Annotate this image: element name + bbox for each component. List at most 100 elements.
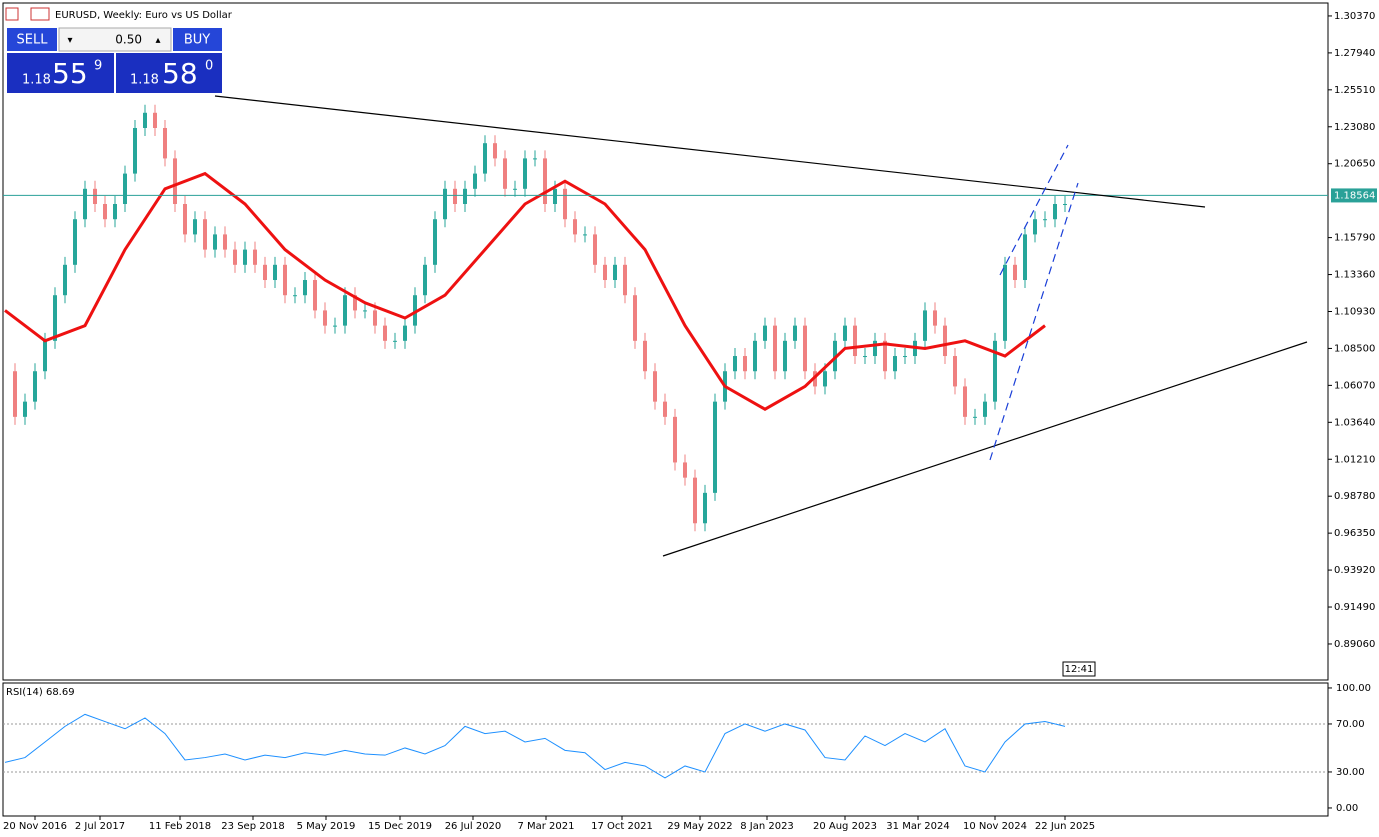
channel-line: [999, 144, 1069, 276]
candle: [453, 188, 457, 205]
y-tick-label: 1.23080: [1334, 122, 1375, 133]
y-tick-label: 0.93920: [1334, 565, 1375, 576]
bid-box[interactable]: [7, 53, 114, 93]
candle: [973, 416, 977, 418]
trend-line: [662, 341, 1308, 557]
candle: [293, 295, 297, 297]
x-tick-label: 2 Jul 2017: [75, 821, 125, 832]
candle: [583, 234, 587, 236]
candle: [43, 340, 47, 372]
down-arrow[interactable]: ▾: [67, 35, 72, 46]
buy-label[interactable]: BUY: [184, 33, 210, 48]
candle: [423, 264, 427, 296]
bid-big: 1.18: [22, 73, 51, 88]
price-tag: [1331, 188, 1377, 203]
candle: [173, 158, 177, 205]
candle: [183, 204, 187, 235]
candle: [513, 188, 517, 190]
candle: [373, 310, 377, 326]
time-label: 12:41: [1065, 664, 1094, 675]
candle: [33, 371, 37, 402]
candle: [303, 280, 307, 296]
icon: [5, 7, 19, 21]
candle: [1063, 204, 1067, 206]
x-tick-label: 17 Oct 2021: [591, 821, 653, 832]
candle: [473, 173, 477, 189]
candle: [203, 219, 207, 250]
rsi-pane: [2, 682, 1329, 817]
candle: [573, 219, 577, 235]
candle: [693, 477, 697, 524]
candle: [123, 173, 127, 205]
candle: [333, 325, 337, 327]
candle: [393, 340, 397, 342]
x-tick-label: 7 Mar 2021: [517, 821, 574, 832]
rsi-tick-label: 100.00: [1336, 683, 1371, 694]
candle: [493, 143, 497, 159]
up-arrow[interactable]: ▴: [155, 35, 160, 46]
moving-average: [4, 171, 1046, 411]
price-tag-label: 1.18564: [1334, 190, 1375, 201]
sell-button[interactable]: [7, 28, 57, 51]
candle: [943, 325, 947, 357]
candle: [673, 416, 677, 463]
candle: [893, 356, 897, 372]
candle: [523, 158, 527, 189]
candle: [263, 264, 267, 281]
candle: [1033, 219, 1037, 235]
candle: [483, 143, 487, 174]
candle: [223, 234, 227, 250]
candle: [83, 188, 87, 220]
ask-box[interactable]: [116, 53, 222, 93]
candle: [853, 325, 857, 357]
y-tick-label: 0.98780: [1334, 491, 1375, 502]
candle: [133, 127, 137, 174]
x-tick-label: 20 Aug 2023: [813, 821, 877, 832]
candle: [353, 295, 357, 311]
candle: [233, 249, 237, 265]
candle: [953, 356, 957, 387]
y-tick-label: 1.13360: [1334, 270, 1375, 281]
candle: [643, 340, 647, 372]
icon: [30, 7, 50, 21]
candle: [553, 188, 557, 205]
candle: [73, 219, 77, 265]
chart-header: EURUSD, Weekly: Euro vs US Dollar: [55, 10, 233, 21]
buy-button[interactable]: [173, 28, 222, 51]
x-tick-label: 31 Mar 2024: [886, 821, 949, 832]
sell-label[interactable]: SELL: [17, 33, 49, 48]
candle: [633, 295, 637, 341]
x-tick-label: 26 Jul 2020: [445, 821, 502, 832]
candle: [1023, 234, 1027, 281]
candle: [763, 325, 767, 341]
y-tick-label: 1.30370: [1334, 11, 1375, 22]
candle: [413, 295, 417, 326]
x-tick-label: 11 Feb 2018: [149, 821, 211, 832]
candle: [773, 325, 777, 372]
volume-box[interactable]: [58, 27, 172, 52]
candle: [1013, 264, 1017, 281]
x-tick-label: 15 Dec 2019: [368, 821, 432, 832]
candle: [783, 340, 787, 372]
candle: [963, 386, 967, 417]
candle: [683, 462, 687, 478]
candle: [703, 492, 707, 524]
candle: [533, 158, 537, 160]
x-tick-label: 5 May 2019: [297, 821, 356, 832]
candle: [923, 310, 927, 341]
rsi-label: RSI(14) 68.69: [6, 687, 75, 698]
candle: [933, 310, 937, 326]
volume[interactable]: 0.50: [115, 33, 142, 47]
candle: [53, 295, 57, 341]
candle: [563, 188, 567, 220]
candle: [653, 371, 657, 402]
candle: [613, 264, 617, 281]
y-tick-label: 1.27940: [1334, 48, 1375, 59]
candle: [143, 112, 147, 128]
candle: [623, 264, 627, 296]
candle: [983, 401, 987, 417]
candle: [543, 158, 547, 205]
y-tick-label: 0.89060: [1334, 639, 1375, 650]
candle: [93, 188, 97, 205]
